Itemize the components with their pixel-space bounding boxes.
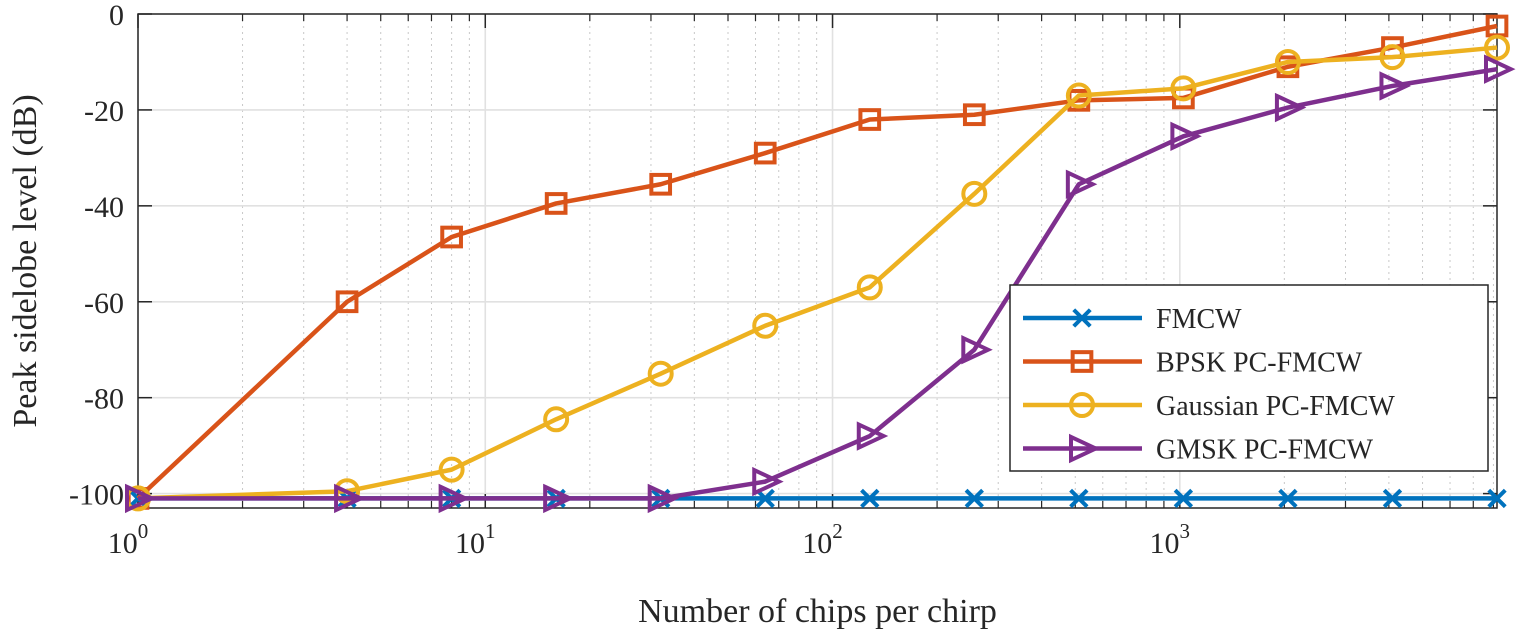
marker-square bbox=[335, 290, 359, 314]
legend-item: Gaussian PC-FMCW bbox=[1023, 391, 1395, 422]
series-line bbox=[138, 66, 1498, 501]
marker-circle bbox=[1379, 44, 1406, 71]
legend-label: BPSK PC-FMCW bbox=[1156, 348, 1363, 379]
marker-circle bbox=[856, 274, 883, 301]
marker-circle bbox=[1484, 34, 1510, 61]
x-tick-label-base: 10 bbox=[802, 527, 832, 560]
legend: FMCW BPSK PC-FMCW Gaussian PC-FMCW GMSK PC-… bbox=[1009, 284, 1489, 472]
x-tick-label: 100 bbox=[108, 519, 149, 560]
marker-square bbox=[753, 141, 777, 165]
marker-triangle-right bbox=[752, 466, 784, 497]
x-tick-label-exponent: 2 bbox=[832, 519, 843, 543]
marker-triangle-right bbox=[856, 421, 889, 451]
y-tick-label: -80 bbox=[84, 383, 124, 416]
marker-triangle-right bbox=[1274, 92, 1307, 123]
marker-circle bbox=[438, 456, 465, 483]
y-tick-label: -40 bbox=[84, 191, 124, 224]
x-tick-label: 101 bbox=[455, 519, 496, 560]
marker-triangle-right bbox=[1484, 54, 1516, 84]
marker-triangle-right bbox=[543, 483, 575, 514]
marker-triangle-right bbox=[125, 483, 157, 514]
marker-triangle-right bbox=[1065, 169, 1098, 199]
series-gmsk-pc-fmcw bbox=[125, 54, 1516, 514]
x-tick-label: 102 bbox=[802, 519, 843, 560]
marker-triangle-right bbox=[647, 483, 680, 514]
marker-square bbox=[858, 108, 882, 131]
legend-label: GMSK PC-FMCW bbox=[1156, 435, 1374, 466]
series-gaussian-pc-fmcw bbox=[125, 34, 1510, 512]
x-tick-label-exponent: 3 bbox=[1180, 519, 1191, 543]
legend-item: FMCW bbox=[1023, 304, 1242, 335]
marker-triangle-right bbox=[1069, 433, 1101, 464]
marker-circle bbox=[647, 360, 674, 387]
marker-triangle-right bbox=[961, 335, 993, 365]
marker-circle bbox=[1274, 48, 1301, 75]
marker-x bbox=[860, 488, 880, 509]
marker-x bbox=[1278, 488, 1298, 509]
marker-triangle-right bbox=[1379, 71, 1411, 101]
marker-triangle-right bbox=[438, 483, 471, 514]
marker-square bbox=[962, 103, 986, 127]
legend-item: GMSK PC-FMCW bbox=[1023, 433, 1374, 466]
x-tick-label-base: 10 bbox=[108, 527, 138, 560]
x-axis-label: Number of chips per chirp bbox=[638, 593, 997, 630]
y-axis-label: Peak sidelobe level (dB) bbox=[7, 94, 44, 427]
marker-square bbox=[544, 192, 568, 215]
x-tick-label-base: 10 bbox=[1150, 527, 1180, 560]
series-line bbox=[136, 23, 1498, 501]
marker-circle bbox=[543, 406, 570, 433]
x-axis-tick-labels: 100 101 102 103 bbox=[108, 519, 1190, 560]
x-tick-label-exponent: 1 bbox=[485, 519, 496, 543]
marker-circle bbox=[961, 180, 988, 207]
marker-circle bbox=[1065, 82, 1092, 109]
marker-x bbox=[1069, 488, 1089, 509]
y-tick-label: 0 bbox=[109, 0, 124, 32]
marker-circle bbox=[752, 312, 779, 339]
marker-x bbox=[964, 488, 984, 509]
legend-label: Gaussian PC-FMCW bbox=[1156, 391, 1395, 422]
marker-triangle-right bbox=[334, 483, 366, 514]
y-tick-label: -100 bbox=[69, 479, 124, 512]
marker-circle bbox=[1170, 75, 1197, 102]
y-axis-tick-labels: 0 -20 -40 -60 -80 -100 bbox=[69, 0, 124, 512]
marker-x bbox=[755, 488, 775, 509]
series-line bbox=[137, 45, 1498, 501]
marker-circle bbox=[1069, 392, 1095, 418]
x-tick-label-base: 10 bbox=[455, 527, 485, 560]
legend-label: FMCW bbox=[1156, 304, 1242, 335]
marker-square bbox=[440, 225, 463, 249]
plot-area bbox=[137, 13, 1498, 509]
marker-x bbox=[1173, 488, 1194, 509]
marker-square bbox=[649, 172, 673, 196]
marker-x bbox=[1382, 488, 1403, 509]
marker-x bbox=[1487, 488, 1507, 509]
y-tick-label: -20 bbox=[84, 95, 124, 128]
series-layer bbox=[125, 14, 1516, 514]
x-tick-label-exponent: 0 bbox=[138, 519, 149, 543]
legend-item: BPSK PC-FMCW bbox=[1023, 348, 1363, 379]
marker-square bbox=[1070, 350, 1094, 373]
y-tick-label: -60 bbox=[84, 287, 124, 320]
x-tick-label: 103 bbox=[1150, 519, 1191, 560]
marker-x bbox=[1072, 308, 1092, 328]
marker-triangle-right bbox=[1170, 121, 1202, 151]
